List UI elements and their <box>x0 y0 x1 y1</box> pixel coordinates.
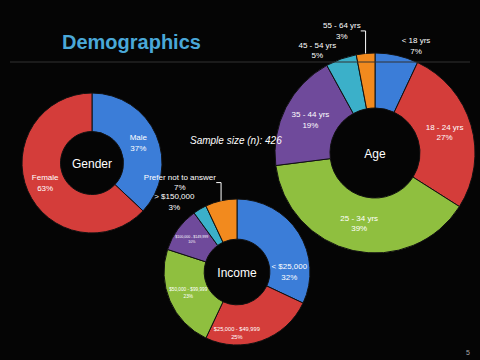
svg-text:25 - 34 yrs39%: 25 - 34 yrs39% <box>340 214 378 233</box>
svg-text:Demographics: Demographics <box>62 31 201 53</box>
svg-text:< $25,00032%: < $25,00032% <box>272 262 308 281</box>
svg-text:55 - 64 yrs3%: 55 - 64 yrs3% <box>323 21 361 40</box>
svg-text:45 - 54 yrs5%: 45 - 54 yrs5% <box>298 41 336 60</box>
svg-text:35 - 44 yrs19%: 35 - 44 yrs19% <box>292 110 330 129</box>
svg-text:$25,000 - $49,99925%: $25,000 - $49,99925% <box>214 326 260 339</box>
svg-text:18 - 24 yrs27%: 18 - 24 yrs27% <box>426 123 464 142</box>
svg-text:$100,000 - $149,99910%: $100,000 - $149,99910% <box>175 235 208 244</box>
svg-text:$50,000 - $99,99923%: $50,000 - $99,99923% <box>169 287 207 298</box>
svg-text:> $150,0003%: > $150,0003% <box>154 192 195 211</box>
svg-text:Prefer not to answer7%: Prefer not to answer7% <box>144 173 216 192</box>
svg-text:5: 5 <box>466 349 470 356</box>
svg-text:Female63%: Female63% <box>32 173 59 192</box>
svg-text:< 18 yrs7%: < 18 yrs7% <box>402 36 431 55</box>
svg-text:Sample size (n): 426: Sample size (n): 426 <box>190 135 282 146</box>
svg-text:Age: Age <box>364 147 386 161</box>
svg-text:Gender: Gender <box>72 157 112 171</box>
svg-text:Male37%: Male37% <box>130 133 148 152</box>
svg-text:Income: Income <box>217 266 257 280</box>
